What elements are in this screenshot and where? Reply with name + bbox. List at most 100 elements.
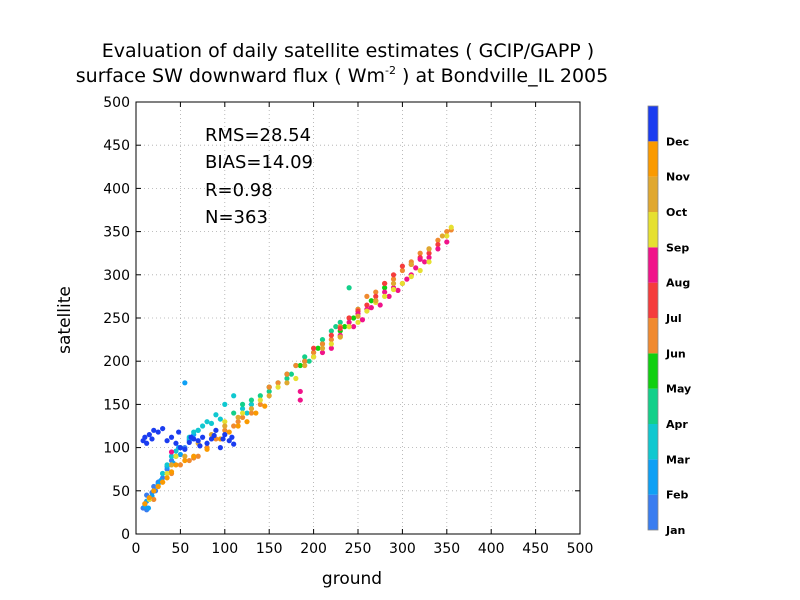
x-tick-label-10: 500 [567,541,594,557]
point-jul-2 [346,315,352,321]
point-sep-23 [390,286,397,293]
point-apr-2 [248,397,255,403]
x-tick-label-2: 100 [211,541,238,557]
point-dec-11 [177,445,183,451]
point-jun-9 [231,423,237,429]
colorbar-label-apr: Apr [666,418,688,431]
point-nov-6 [168,469,175,475]
point-nov-2 [151,488,157,494]
point-sep-3 [173,453,179,459]
point-aug-25 [404,276,410,282]
stat-rms: RMS=28.54 [205,125,311,146]
y-tick-label-5: 250 [103,311,130,327]
colorbar-swatch-may [648,353,658,389]
point-sep-16 [417,267,423,274]
point-nov-8 [182,457,188,464]
point-may-7 [382,285,388,291]
point-aug-27 [422,259,428,265]
point-mar-17 [191,429,197,435]
point-mar-6 [213,412,219,418]
point-sep-9 [293,375,299,382]
axis-ticks: 0 50 100 150 200 250 300 350 400 450 500 0 50 100 150 2… [103,95,593,557]
point-sep-6 [239,410,246,416]
point-jul-4 [382,280,388,287]
point-aug-11 [382,289,388,295]
point-jun-33 [275,380,281,386]
point-dec-7 [160,425,166,432]
point-mar-1 [168,453,175,459]
point-feb-13 [177,451,183,458]
point-sep-24 [408,273,414,280]
x-tick-label-4: 200 [300,541,327,557]
point-mar-13 [208,420,215,427]
point-may-6 [368,298,374,304]
colorbar-swatch-feb [648,459,658,495]
point-aug-16 [426,254,432,261]
point-feb-2 [145,505,152,511]
point-nov-1 [146,495,152,501]
point-aug-15 [417,256,423,262]
point-nov-13 [235,423,241,429]
x-tick-label-5: 250 [345,541,372,557]
point-oct-9 [302,362,308,369]
point-sep-2 [164,470,170,477]
colorbar-label-jul: Jul [665,312,682,325]
y-tick-label-0: 0 [121,527,130,543]
point-jul-0 [311,345,317,351]
y-tick-label-3: 150 [103,397,130,413]
point-sep-7 [257,397,263,403]
point-dec-23 [231,441,237,447]
point-jun-12 [266,384,272,390]
colorbar-swatch-oct [648,176,658,212]
point-oct-12 [355,313,361,319]
point-dec-15 [195,438,201,444]
point-dec-4 [149,436,155,442]
point-aug-0 [168,449,175,455]
point-oct-7 [266,393,272,399]
stat-r: R=0.98 [205,180,273,201]
x-tick-label-6: 300 [389,541,416,557]
point-dec-21 [222,432,228,438]
point-apr-16 [288,371,294,377]
y-tick-label-9: 450 [103,138,130,154]
point-nov-7 [173,462,179,468]
y-axis-label: satellite [55,286,75,354]
point-mar-7 [222,401,228,407]
colorbar-label-dec: Dec [666,135,689,148]
colorbar-label-nov: Nov [666,171,691,184]
point-aug-18 [444,239,450,245]
x-tick-label-3: 150 [256,541,283,557]
point-jun-22 [444,229,450,235]
point-dec-1 [142,434,148,440]
colorbar-label-sep: Sep [666,241,689,254]
point-jun-11 [248,410,255,416]
x-tick-label-7: 350 [433,541,460,557]
point-nov-15 [253,410,259,416]
point-jun-30 [319,341,326,347]
point-dec-16 [200,434,206,440]
colorbar-label-oct: Oct [666,206,687,219]
point-dec-5 [151,427,157,433]
point-sep-14 [382,293,388,299]
point-sep-15 [399,280,405,287]
point-nov-12 [226,429,232,435]
point-aug-1 [297,397,303,403]
colorbar-label-jun: Jun [665,347,686,360]
point-apr-14 [333,324,339,330]
point-sep-11 [328,341,334,347]
y-tick-label-4: 200 [103,354,130,370]
colorbar-swatch-apr [648,388,658,424]
point-dec-26 [211,432,217,439]
point-sep-13 [364,308,370,314]
point-apr-6 [284,375,290,382]
point-mar-0 [160,470,166,477]
point-jun-4 [186,457,192,464]
point-aug-21 [377,302,383,308]
point-sep-10 [311,354,317,360]
point-jul-7 [435,241,441,248]
point-oct-5 [235,414,241,420]
point-jan-5 [151,483,157,490]
point-dec-17 [204,440,210,446]
point-mar-14 [200,423,206,429]
colorbar-swatch-mar [648,424,658,460]
